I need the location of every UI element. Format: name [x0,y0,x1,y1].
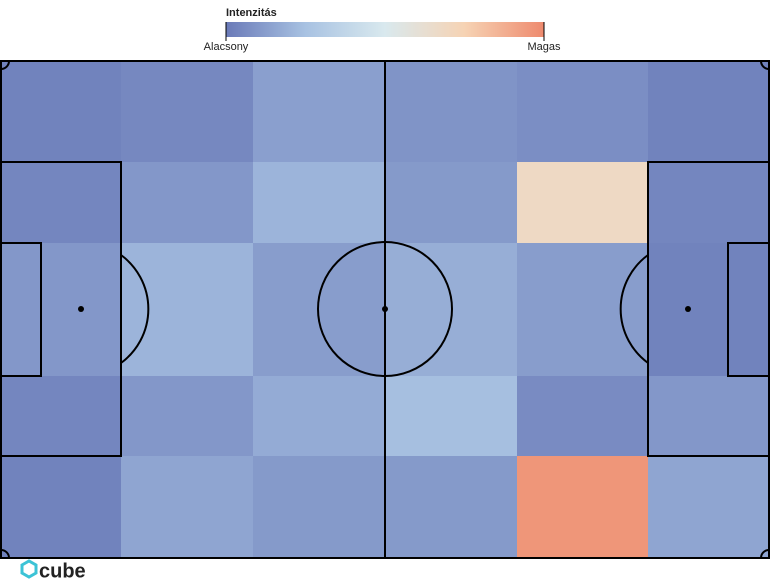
heat-cell [0,376,121,456]
heat-cell [648,456,770,558]
colorbar-title: Intenzitás [226,7,277,19]
heat-cell [517,61,648,162]
heat-cell [517,243,648,376]
heat-cell [253,61,385,162]
logo: cube [20,559,86,582]
heat-cell [517,162,648,243]
heat-cell [517,456,648,558]
heat-cell [253,456,385,558]
heat-cell [0,61,121,162]
heat-cell [648,243,770,376]
heat-cell [385,376,517,456]
heat-cell [253,162,385,243]
heat-cell [121,61,253,162]
heat-cell [253,376,385,456]
heat-cell [121,162,253,243]
heat-cell [648,61,770,162]
heat-cell [0,243,121,376]
heat-cell [517,376,648,456]
heat-cell [0,456,121,558]
colorbar-ticks: Alacsony Magas [204,22,561,53]
heat-cell [648,376,770,456]
heat-cell [385,61,517,162]
colorbar [226,22,544,37]
heat-cell [0,162,121,243]
colorbar-tick-label: Alacsony [204,41,249,53]
heat-cell [385,456,517,558]
heat-cell [121,456,253,558]
heat-cell [648,162,770,243]
brand: cube [39,560,86,582]
pitch-lines [0,60,770,559]
heat-cell [121,243,253,376]
heatmap [0,61,770,558]
heat-cell [121,376,253,456]
heat-cell [385,162,517,243]
colorbar-tick-label: Magas [527,41,561,53]
